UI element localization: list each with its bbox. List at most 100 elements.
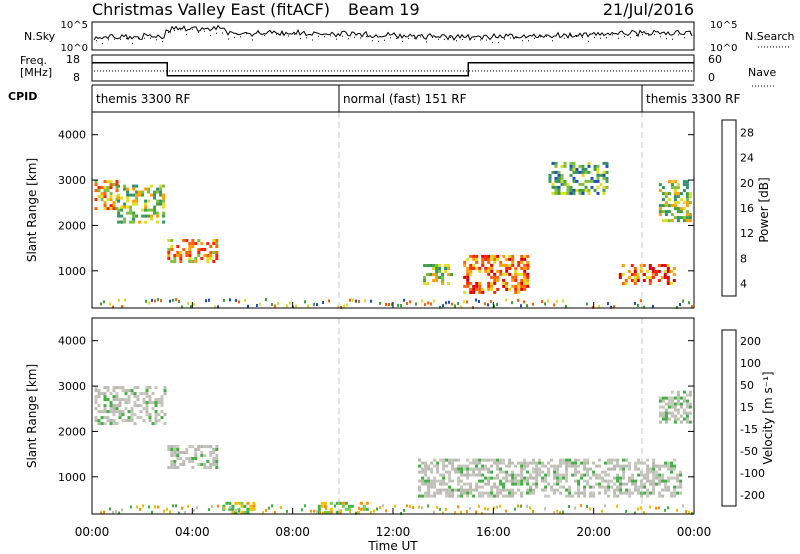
- data-cell: [238, 509, 240, 513]
- ytick-label: 1000: [58, 265, 86, 278]
- data-cell: [619, 485, 623, 489]
- data-cell: [231, 504, 235, 508]
- data-cell: [271, 504, 273, 508]
- data-cell: [685, 195, 689, 199]
- data-cell: [310, 509, 312, 513]
- data-cell: [478, 458, 482, 462]
- data-cell: [466, 510, 468, 514]
- data-cell: [319, 511, 321, 515]
- data-cell: [655, 476, 659, 480]
- data-cell: [340, 509, 342, 513]
- data-cell: [337, 511, 339, 515]
- colorbar-tick-label: 12: [740, 227, 754, 240]
- data-cell: [176, 466, 180, 469]
- data-cell: [203, 445, 207, 448]
- data-cell: [688, 213, 692, 217]
- nave-label: Nave: [748, 66, 776, 79]
- data-cell: [209, 466, 213, 469]
- data-cell: [535, 479, 539, 483]
- data-cell: [572, 170, 576, 174]
- data-cell: [496, 505, 498, 509]
- freq-tick-right-bottom: 0: [708, 71, 715, 84]
- data-cell: [565, 461, 569, 465]
- data-cell: [481, 257, 485, 261]
- data-cell: [259, 302, 261, 306]
- data-cell: [160, 299, 162, 303]
- data-cell: [487, 482, 491, 486]
- data-cell: [541, 479, 545, 483]
- data-cell: [493, 485, 497, 489]
- data-cell: [663, 264, 667, 267]
- data-cell: [670, 396, 674, 400]
- data-cell: [670, 390, 674, 394]
- data-cell: [176, 457, 180, 460]
- data-cell: [194, 260, 198, 263]
- data-cell: [126, 211, 130, 215]
- data-cell: [100, 416, 104, 420]
- data-cell: [679, 402, 683, 406]
- data-cell: [496, 491, 500, 495]
- data-cell: [616, 479, 620, 483]
- data-cell: [526, 476, 530, 480]
- data-cell: [469, 473, 473, 477]
- data-cell: [103, 392, 107, 396]
- data-cell: [120, 196, 124, 200]
- data-cell: [652, 461, 656, 465]
- data-cell: [496, 461, 500, 465]
- data-cell: [103, 386, 107, 390]
- data-cell: [352, 298, 354, 302]
- data-cell: [97, 186, 101, 190]
- data-cell: [554, 170, 558, 174]
- data-cell: [100, 186, 104, 190]
- data-cell: [126, 205, 130, 209]
- data-cell: [679, 482, 683, 486]
- data-cell: [466, 482, 470, 486]
- data-cell: [658, 467, 662, 471]
- data-cell: [565, 470, 569, 474]
- data-cell: [103, 404, 107, 408]
- data-cell: [511, 488, 515, 492]
- data-cell: [203, 466, 207, 469]
- data-cell: [685, 219, 689, 223]
- data-cell: [496, 302, 498, 306]
- data-cell: [661, 464, 665, 468]
- data-cell: [208, 508, 210, 512]
- data-cell: [493, 290, 497, 294]
- data-cell: [478, 494, 482, 498]
- data-cell: [94, 180, 98, 184]
- data-cell: [602, 173, 606, 177]
- data-cell: [487, 254, 491, 258]
- data-cell: [562, 473, 566, 477]
- data-cell: [607, 479, 611, 483]
- data-cell: [472, 263, 476, 267]
- data-cell: [170, 454, 174, 457]
- data-cell: [160, 398, 164, 402]
- data-cell: [580, 491, 584, 495]
- data-cell: [457, 482, 461, 486]
- data-cell: [212, 242, 216, 245]
- data-cell: [432, 273, 436, 276]
- data-cell: [121, 398, 125, 402]
- data-cell: [421, 494, 425, 498]
- data-cell: [365, 501, 369, 505]
- data-cell: [578, 170, 582, 174]
- data-cell: [634, 511, 636, 515]
- data-cell: [577, 470, 581, 474]
- data-cell: [673, 198, 677, 202]
- noise-panel: [91, 21, 695, 51]
- data-cell: [170, 260, 174, 263]
- data-cell: [643, 485, 647, 489]
- data-cell: [194, 451, 198, 454]
- data-cell: [280, 506, 282, 510]
- data-cell: [160, 401, 164, 405]
- data-cell: [388, 303, 390, 307]
- data-cell: [487, 467, 491, 471]
- data-cell: [640, 482, 644, 486]
- data-cell: [604, 473, 608, 477]
- data-cell: [598, 473, 602, 477]
- data-cell: [676, 411, 680, 415]
- data-cell: [156, 190, 160, 194]
- data-cell: [673, 467, 677, 471]
- data-cell: [167, 251, 171, 254]
- data-cell: [451, 494, 455, 498]
